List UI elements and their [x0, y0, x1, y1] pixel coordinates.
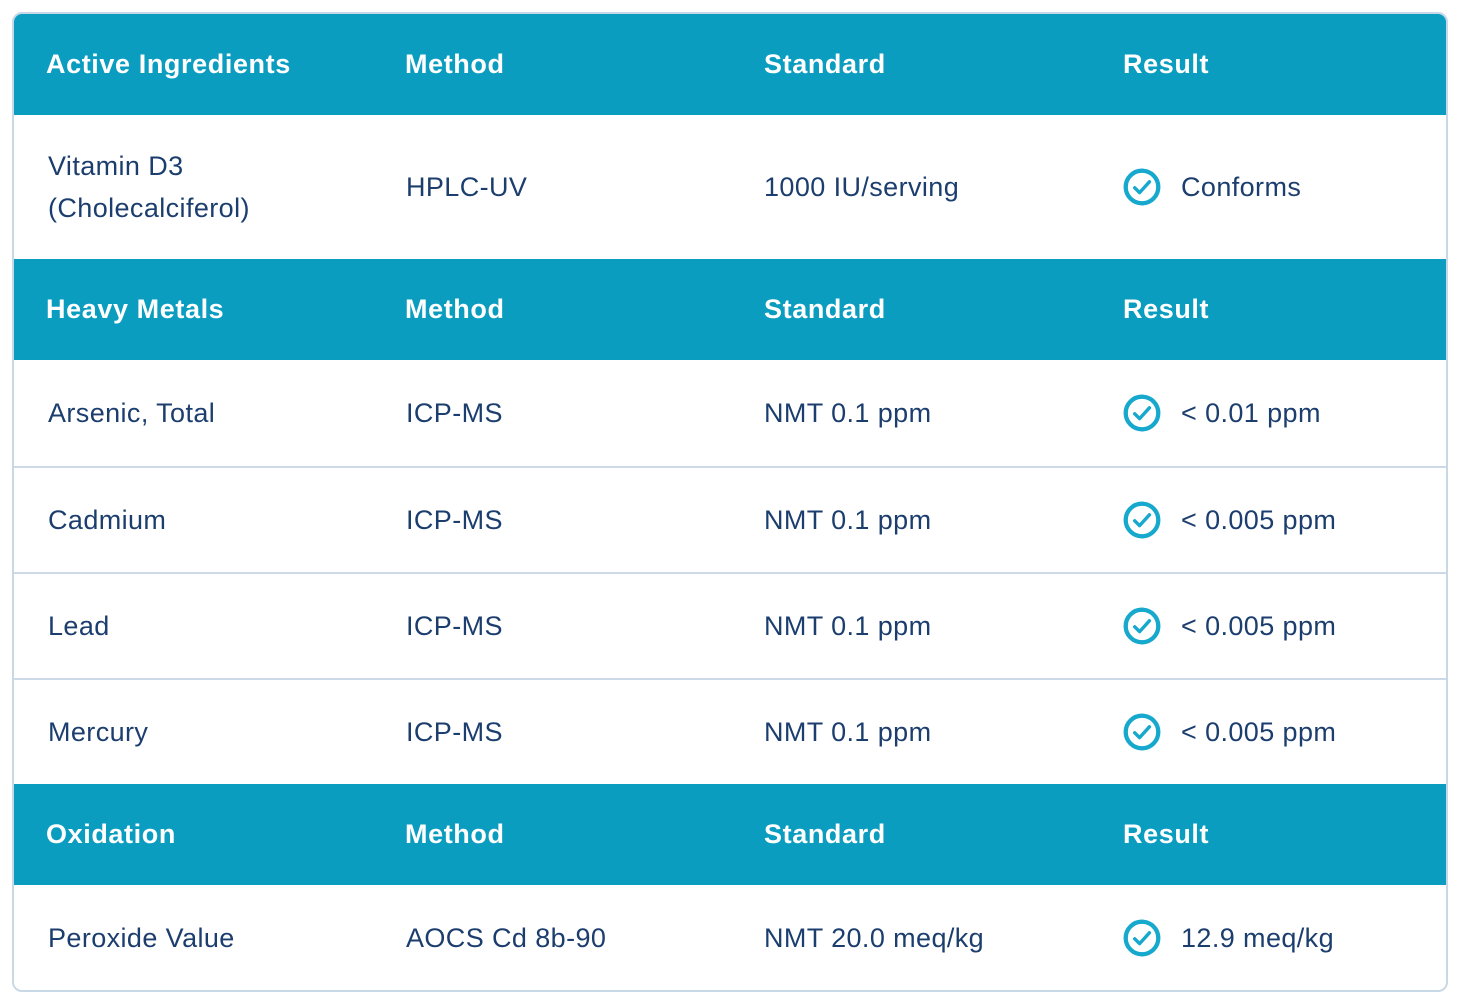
column-header-method: Method — [405, 294, 505, 324]
cell-analyte-name: Peroxide Value — [48, 923, 235, 953]
cell-analyte-name: Lead — [48, 611, 110, 641]
coa-results-table: Active Ingredients Method Standard Resul… — [12, 12, 1448, 992]
column-header-category: Heavy Metals — [46, 294, 225, 324]
table-row-arsenic: Arsenic, Total ICP-MS NMT 0.1 ppm < 0.01… — [14, 360, 1446, 466]
table-row-vitamin-d3: Vitamin D3 (Cholecalciferol) HPLC-UV 100… — [14, 115, 1446, 259]
table-row-mercury: Mercury ICP-MS NMT 0.1 ppm < 0.005 ppm — [14, 678, 1446, 784]
cell-result: < 0.005 ppm — [1088, 606, 1446, 646]
column-header-standard: Standard — [764, 294, 886, 324]
column-header-method: Method — [405, 819, 505, 849]
table-row-cadmium: Cadmium ICP-MS NMT 0.1 ppm < 0.005 ppm — [14, 466, 1446, 572]
cell-method: ICP-MS — [406, 397, 503, 428]
cell-method: HPLC-UV — [406, 171, 528, 202]
column-header-category: Active Ingredients — [46, 49, 291, 79]
cell-result: < 0.005 ppm — [1088, 712, 1446, 752]
table-row-lead: Lead ICP-MS NMT 0.1 ppm < 0.005 ppm — [14, 572, 1446, 678]
cell-standard: NMT 0.1 ppm — [764, 397, 932, 428]
cell-analyte-name: Arsenic, Total — [48, 398, 216, 428]
result-text: < 0.01 ppm — [1181, 397, 1321, 428]
check-circle-icon — [1123, 607, 1161, 645]
cell-analyte-name: Mercury — [48, 717, 149, 747]
cell-result: Conforms — [1088, 167, 1446, 207]
column-header-result: Result — [1123, 49, 1210, 79]
cell-method: ICP-MS — [406, 716, 503, 747]
result-text: < 0.005 ppm — [1181, 504, 1337, 535]
section-header-active-ingredients: Active Ingredients Method Standard Resul… — [14, 14, 1446, 115]
cell-result: < 0.01 ppm — [1088, 393, 1446, 433]
check-circle-icon — [1123, 394, 1161, 432]
section-header-oxidation: Oxidation Method Standard Result — [14, 784, 1446, 885]
cell-standard: NMT 20.0 meq/kg — [764, 922, 985, 953]
column-header-method: Method — [405, 49, 505, 79]
check-circle-icon — [1123, 919, 1161, 957]
cell-standard: 1000 IU/serving — [764, 171, 960, 202]
column-header-standard: Standard — [764, 819, 886, 849]
check-circle-icon — [1123, 501, 1161, 539]
result-text: < 0.005 ppm — [1181, 716, 1337, 747]
column-header-result: Result — [1123, 819, 1210, 849]
cell-standard: NMT 0.1 ppm — [764, 610, 932, 641]
cell-method: AOCS Cd 8b-90 — [406, 922, 607, 953]
cell-result: < 0.005 ppm — [1088, 500, 1446, 540]
column-header-category: Oxidation — [46, 819, 176, 849]
check-circle-icon — [1123, 713, 1161, 751]
cell-analyte-name: Cadmium — [48, 505, 167, 535]
column-header-standard: Standard — [764, 49, 886, 79]
cell-method: ICP-MS — [406, 610, 503, 641]
cell-standard: NMT 0.1 ppm — [764, 504, 932, 535]
check-circle-icon — [1123, 168, 1161, 206]
result-text: < 0.005 ppm — [1181, 610, 1337, 641]
cell-standard: NMT 0.1 ppm — [764, 716, 932, 747]
column-header-result: Result — [1123, 294, 1210, 324]
cell-method: ICP-MS — [406, 504, 503, 535]
cell-result: 12.9 meq/kg — [1088, 918, 1446, 958]
cell-analyte-name: Vitamin D3 (Cholecalciferol) — [48, 151, 250, 223]
result-text: Conforms — [1181, 171, 1302, 202]
table-row-peroxide-value: Peroxide Value AOCS Cd 8b-90 NMT 20.0 me… — [14, 885, 1446, 990]
result-text: 12.9 meq/kg — [1181, 922, 1334, 953]
section-header-heavy-metals: Heavy Metals Method Standard Result — [14, 259, 1446, 360]
